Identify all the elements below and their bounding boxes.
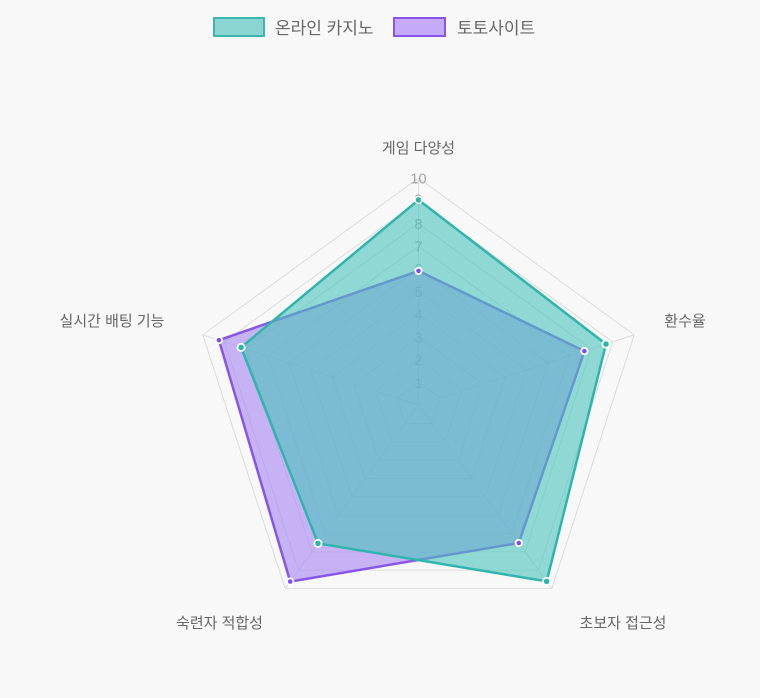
svg-text:10: 10 [410,172,426,188]
svg-text:숙련자 적합성: 숙련자 적합성 [176,615,263,632]
svg-text:게임 다양성: 게임 다양성 [382,140,455,157]
svg-text:초보자 접근성: 초보자 접근성 [580,615,667,632]
svg-text:환수율: 환수율 [664,313,705,330]
svg-text:실시간 배팅 기능: 실시간 배팅 기능 [60,313,165,330]
